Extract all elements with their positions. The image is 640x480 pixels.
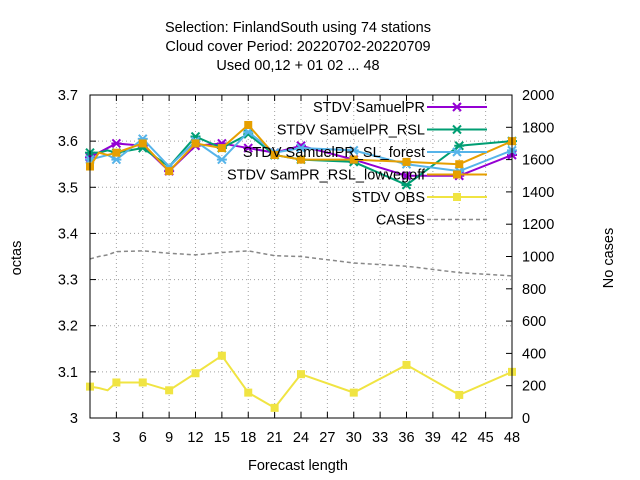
x-tick-label: 18: [240, 430, 256, 446]
y-tick-label-left: 3.5: [58, 180, 78, 196]
data-point: [111, 154, 122, 165]
data-point: [112, 378, 121, 387]
legend-label: STDV SamPR_RSL_lowvegoff: [227, 168, 426, 184]
data-point: [297, 370, 305, 379]
y-tick-label-left: 3.3: [58, 273, 78, 289]
data-point: [111, 138, 122, 149]
data-point: [455, 160, 464, 169]
data-point: [296, 143, 306, 153]
legend-swatch-marker: [452, 147, 462, 157]
x-tick-label: 12: [187, 430, 203, 446]
data-point: [270, 150, 279, 159]
x-tick-label: 33: [372, 430, 388, 446]
x-tick-label: 15: [214, 430, 230, 446]
y-tick-label-right: 800: [522, 282, 546, 298]
y-tick-label-right: 1400: [522, 185, 554, 201]
y-tick-label-left: 3.1: [58, 365, 78, 381]
legend-label: STDV SamuelPR_SL_forest: [243, 145, 425, 161]
title-line-1: Selection: FinlandSouth using 74 station…: [165, 20, 431, 36]
x-tick-label: 42: [451, 430, 467, 446]
y-tick-label-right: 200: [522, 379, 546, 395]
data-point: [165, 386, 174, 395]
x-tick-label: 48: [504, 430, 520, 446]
y-tick-label-right: 0: [522, 411, 530, 427]
legend: STDV SamuelPR STDV SamuelPR_RSL STDV Samue…: [227, 100, 487, 229]
x-tick-label: 27: [319, 430, 335, 446]
y-axis-label-left: octas: [9, 241, 25, 276]
data-point: [402, 360, 411, 369]
series-cases: [89, 250, 513, 277]
data-point: [402, 157, 411, 166]
data-point: [217, 351, 226, 360]
x-axis-label: Forecast length: [248, 458, 348, 474]
x-tick-label: 3: [112, 430, 120, 446]
data-point: [165, 167, 174, 176]
data-point: [349, 155, 358, 164]
y-tick-label-left: 3.2: [58, 319, 78, 335]
y-tick-label-left: 3.7: [58, 88, 78, 104]
x-tick-label: 30: [346, 430, 362, 446]
data-point: [454, 141, 465, 151]
title-line-2: Cloud cover Period: 20220702-20220709: [165, 39, 430, 55]
data-point: [348, 145, 359, 156]
data-point: [217, 144, 226, 153]
legend-label: STDV SamuelPR_RSL: [277, 123, 425, 139]
data-point: [216, 154, 227, 165]
x-tick-label: 21: [267, 430, 283, 446]
title-line-3: Used 00,12 + 01 02 ... 48: [216, 58, 379, 74]
axis-ticks: 3 6 9 12 15 18 21 24 27 30 33 36 39 42 45 4833.13.23.33…: [58, 88, 554, 446]
y-tick-label-right: 1000: [522, 250, 554, 266]
x-tick-label: 39: [425, 430, 441, 446]
y-tick-label-right: 1800: [522, 120, 554, 136]
legend-swatch-marker: [453, 193, 461, 201]
data-point: [112, 148, 121, 157]
data-point: [244, 120, 253, 129]
data-point: [455, 390, 464, 399]
data-point: [191, 369, 200, 378]
legend-label: STDV OBS: [352, 190, 425, 206]
legend-swatch-marker: [452, 124, 462, 135]
y-tick-label-left: 3.4: [58, 226, 78, 242]
x-tick-label: 36: [398, 430, 414, 446]
legend-label: STDV SamuelPR: [313, 100, 425, 116]
data-point: [401, 180, 412, 190]
legend-label: CASES: [376, 213, 425, 229]
y-tick-label-left: 3: [70, 411, 78, 427]
y-tick-label-right: 600: [522, 314, 546, 330]
legend-swatch-marker: [452, 102, 462, 112]
data-point: [243, 143, 254, 153]
series-stdv-obs: [86, 351, 516, 412]
x-tick-label: 9: [165, 430, 173, 446]
series-layer: [85, 120, 517, 412]
y-tick-label-right: 1600: [522, 153, 554, 169]
y-tick-label-right: 2000: [522, 88, 554, 104]
data-point: [138, 378, 147, 387]
y-tick-label-right: 1200: [522, 217, 554, 233]
legend-swatch-marker: [453, 170, 461, 179]
data-point: [401, 171, 412, 181]
data-point: [297, 155, 305, 164]
x-tick-label: 24: [293, 430, 309, 446]
y-axis-label-right: No cases: [601, 228, 617, 288]
x-tick-label: 6: [139, 430, 147, 446]
series-line: [89, 250, 513, 277]
y-tick-label-left: 3.6: [58, 134, 78, 150]
chart-title: Selection: FinlandSouth using 74 station…: [165, 20, 431, 74]
data-point: [244, 388, 253, 397]
x-tick-label: 45: [478, 430, 494, 446]
data-point: [138, 139, 147, 148]
y-tick-label-right: 400: [522, 346, 546, 362]
data-point: [191, 139, 200, 148]
data-point: [349, 388, 358, 397]
data-point: [270, 403, 279, 412]
